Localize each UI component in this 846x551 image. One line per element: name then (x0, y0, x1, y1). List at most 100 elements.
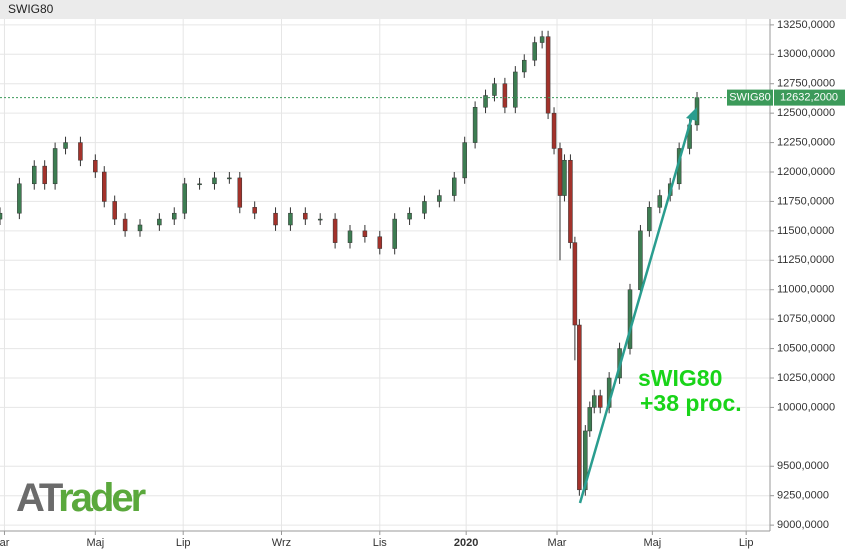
candle-body (462, 142, 467, 179)
candle-body (522, 59, 527, 73)
candle-body (227, 177, 232, 180)
candle-body (539, 36, 545, 43)
last-price-name-box (727, 89, 773, 106)
last-price-label: 12632,2000 (780, 92, 838, 104)
chart-title: SWIG80 (8, 2, 54, 16)
x-tick-label: Lip (739, 537, 754, 549)
candle-body (638, 230, 643, 290)
candle-body (317, 218, 323, 221)
candle-body (577, 324, 582, 491)
candle-body (587, 407, 593, 432)
candle-body (52, 148, 58, 185)
candle-body (513, 71, 518, 108)
y-tick-label: 13250,0000 (777, 19, 835, 31)
last-price-box (774, 89, 845, 106)
x-tick-label: Mar (548, 537, 567, 549)
y-tick-label: 12500,0000 (777, 107, 835, 119)
candle-body (657, 195, 663, 208)
candle-body (392, 218, 397, 249)
candle-body (492, 83, 497, 96)
candle-body (197, 183, 202, 186)
candle-body (237, 177, 243, 208)
candle-body (362, 230, 368, 237)
y-tick-label: 11500,0000 (777, 225, 834, 237)
candle-body (102, 171, 107, 202)
y-tick-label: 11750,0000 (777, 195, 834, 207)
candle-body (137, 224, 143, 232)
y-tick-label: 12250,0000 (777, 136, 835, 148)
x-tick-label: Lip (176, 537, 191, 549)
y-tick-label: 10250,0000 (777, 372, 835, 384)
candle-body (597, 395, 603, 408)
candle-body (42, 165, 47, 185)
candle-body (212, 177, 217, 185)
last-price-name: SWIG80 (729, 92, 771, 104)
x-tick-label: ar (0, 537, 10, 549)
candle-body (452, 177, 457, 196)
candle-body (0, 212, 3, 220)
y-tick-label: 12750,0000 (777, 78, 835, 90)
candle-body (32, 165, 37, 185)
candle-body (252, 207, 257, 214)
logo: ATrader (16, 476, 146, 520)
candle-body (377, 236, 383, 249)
grid (0, 19, 770, 531)
candle-body (303, 212, 308, 220)
candle-body (422, 201, 427, 214)
candle-body (332, 218, 338, 243)
candle-body (502, 83, 508, 108)
candle-body (647, 207, 652, 232)
trend-arrow-head (686, 107, 697, 121)
y-tick-label: 10500,0000 (777, 342, 835, 354)
y-tick-label: 9000,0000 (777, 519, 829, 531)
x-tick-label: Maj (643, 537, 661, 549)
candle-body (437, 195, 442, 202)
annotation-line: +38 proc. (640, 390, 742, 416)
y-tick-label: 9250,0000 (777, 490, 829, 502)
candle-body (407, 212, 412, 220)
candle-body (182, 183, 187, 214)
y-tick-label: 13000,0000 (777, 48, 835, 60)
candle-body (562, 159, 567, 196)
candle-body (122, 218, 128, 232)
candle-body (288, 212, 293, 226)
x-tick-label: Maj (86, 537, 104, 549)
candle-body (157, 218, 162, 226)
candle-body (551, 112, 557, 149)
candle-body (557, 148, 563, 196)
candles (0, 30, 700, 496)
logo-suffix: rader (58, 476, 145, 520)
candle-body (273, 212, 278, 226)
candle-body (93, 159, 98, 173)
candle-body (472, 107, 478, 143)
y-tick-label: 9500,0000 (777, 460, 829, 472)
candle-body (347, 230, 353, 243)
candle-body (568, 159, 573, 243)
y-tick-label: 12000,0000 (777, 166, 835, 178)
x-tick-label: Lis (373, 537, 388, 549)
y-tick-label: 11250,0000 (777, 254, 834, 266)
logo-prefix: AT (16, 476, 63, 520)
candle-body (17, 183, 22, 214)
candle-body (572, 242, 578, 326)
annotation-line: sWIG80 (638, 365, 722, 391)
y-tick-label: 10000,0000 (777, 401, 835, 413)
candle-body (583, 430, 588, 491)
candle-body (78, 142, 83, 161)
candle-body (545, 36, 551, 114)
candle-body (532, 42, 537, 61)
y-tick-label: 11000,0000 (777, 284, 834, 296)
trend-arrow (578, 112, 695, 504)
y-tick-label: 10750,0000 (777, 313, 835, 325)
candle-body (483, 95, 488, 108)
candle-body (63, 142, 68, 149)
x-tick-label: Wrz (272, 537, 291, 549)
candle-body (172, 212, 177, 220)
candle-body (592, 395, 597, 408)
x-tick-label: 2020 (454, 537, 478, 549)
header-bar (0, 0, 846, 19)
candle-body (112, 201, 117, 220)
